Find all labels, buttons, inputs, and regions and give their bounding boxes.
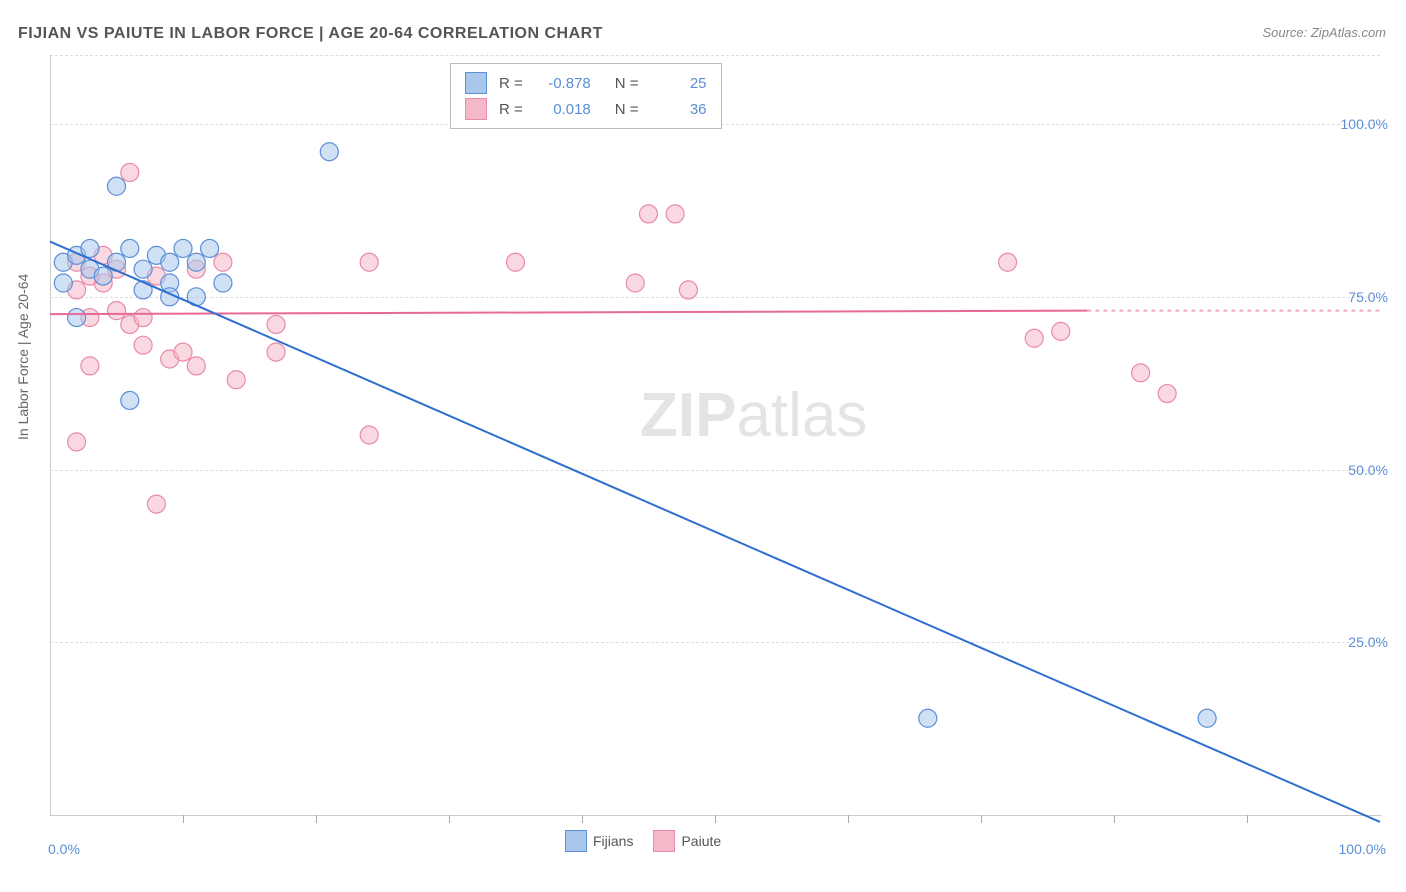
paiute-trendline [50, 311, 1087, 314]
fijians-r-value: -0.878 [531, 75, 591, 92]
x-tick-100: 100.0% [1339, 841, 1386, 857]
paiute-swatch-icon [465, 98, 487, 120]
data-point [174, 239, 192, 257]
data-point [201, 239, 219, 257]
data-point [68, 309, 86, 327]
data-point [640, 205, 658, 223]
data-point [161, 253, 179, 271]
data-point [1198, 709, 1216, 727]
paiute-n-value: 36 [647, 101, 707, 118]
data-point [1025, 329, 1043, 347]
data-point [187, 253, 205, 271]
r-label: R = [499, 75, 523, 92]
data-point [121, 239, 139, 257]
data-point [121, 163, 139, 181]
data-point [919, 709, 937, 727]
paiute-swatch-icon [653, 830, 675, 852]
data-point [81, 239, 99, 257]
data-point [360, 426, 378, 444]
data-point [54, 274, 72, 292]
data-point [267, 343, 285, 361]
data-point [214, 274, 232, 292]
data-point [94, 267, 112, 285]
fijians-swatch-icon [565, 830, 587, 852]
x-tick-mark [183, 815, 184, 823]
legend-item-fijians: Fijians [565, 830, 633, 852]
data-point [626, 274, 644, 292]
data-point [108, 302, 126, 320]
data-point [666, 205, 684, 223]
x-tick-mark [981, 815, 982, 823]
x-tick-mark [715, 815, 716, 823]
data-point [320, 143, 338, 161]
paiute-label: Paiute [681, 833, 721, 849]
chart-container: FIJIAN VS PAIUTE IN LABOR FORCE | AGE 20… [0, 0, 1406, 892]
data-point [1158, 385, 1176, 403]
data-point [134, 260, 152, 278]
data-point [1052, 322, 1070, 340]
x-tick-mark [1114, 815, 1115, 823]
fijians-n-value: 25 [647, 75, 707, 92]
source-label: Source: ZipAtlas.com [1262, 25, 1386, 40]
data-point [68, 433, 86, 451]
data-point [214, 253, 232, 271]
data-point [81, 357, 99, 375]
data-point [134, 336, 152, 354]
data-point [174, 343, 192, 361]
data-point [134, 309, 152, 327]
x-tick-mark [316, 815, 317, 823]
data-point [360, 253, 378, 271]
data-point [227, 371, 245, 389]
x-tick-0: 0.0% [48, 841, 80, 857]
n-label: N = [615, 75, 639, 92]
data-point [134, 281, 152, 299]
data-point [1132, 364, 1150, 382]
paiute-r-value: 0.018 [531, 101, 591, 118]
y-tick-label: 100.0% [1341, 116, 1388, 132]
data-point [121, 391, 139, 409]
x-tick-mark [582, 815, 583, 823]
y-tick-label: 25.0% [1348, 634, 1388, 650]
fijian-trendline [50, 242, 1380, 822]
correlation-legend: R = -0.878 N = 25 R = 0.018 N = 36 [450, 63, 722, 129]
data-point [679, 281, 697, 299]
plot-svg [50, 55, 1380, 815]
legend-row-fijians: R = -0.878 N = 25 [465, 70, 707, 96]
fijian-scatter [54, 143, 1216, 728]
paiute-scatter [68, 163, 1177, 513]
x-tick-mark [449, 815, 450, 823]
fijians-label: Fijians [593, 833, 633, 849]
series-legend: Fijians Paiute [565, 830, 721, 852]
y-tick-label: 75.0% [1348, 289, 1388, 305]
fijians-swatch-icon [465, 72, 487, 94]
y-tick-label: 50.0% [1348, 462, 1388, 478]
legend-item-paiute: Paiute [653, 830, 721, 852]
data-point [108, 177, 126, 195]
data-point [187, 357, 205, 375]
data-point [147, 495, 165, 513]
y-axis-label: In Labor Force | Age 20-64 [15, 274, 31, 440]
data-point [267, 315, 285, 333]
chart-title: FIJIAN VS PAIUTE IN LABOR FORCE | AGE 20… [18, 25, 603, 43]
x-tick-mark [1247, 815, 1248, 823]
n-label: N = [615, 101, 639, 118]
legend-row-paiute: R = 0.018 N = 36 [465, 96, 707, 122]
data-point [999, 253, 1017, 271]
data-point [507, 253, 525, 271]
r-label: R = [499, 101, 523, 118]
x-tick-mark [848, 815, 849, 823]
